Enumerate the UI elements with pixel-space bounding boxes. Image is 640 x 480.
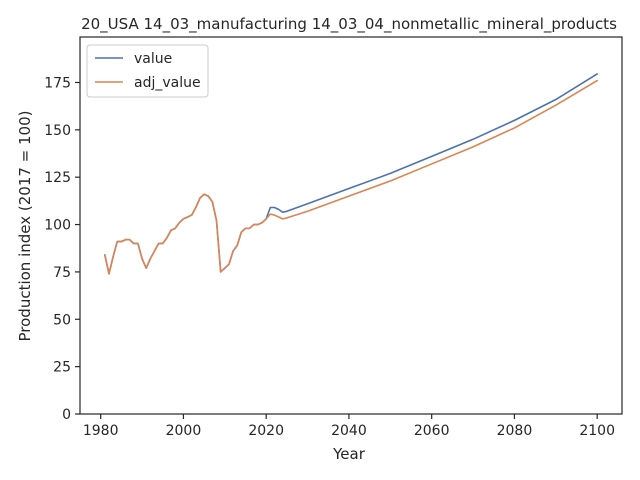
y-tick-label: 50 <box>53 312 71 328</box>
legend-entry-label: value <box>134 51 172 67</box>
chart-title: 20_USA 14_03_manufacturing 14_03_04_nonm… <box>81 15 617 34</box>
y-tick-label: 0 <box>62 407 71 423</box>
x-tick-label: 2060 <box>414 423 450 439</box>
series-line-adj-value <box>104 79 598 275</box>
x-tick-label: 2040 <box>331 423 367 439</box>
plot-background <box>80 37 622 414</box>
legend: value adj_value <box>86 44 209 98</box>
y-axis-label: Production index (2017 = 100) <box>16 111 34 342</box>
legend-entry-label: adj_value <box>134 75 201 91</box>
axes-frame <box>79 36 623 415</box>
series-layer <box>104 73 598 275</box>
x-tick-label: 2100 <box>579 423 615 439</box>
y-tick-label: 100 <box>44 218 71 234</box>
y-tick-label: 150 <box>44 123 71 139</box>
x-tick-label: 2020 <box>248 423 284 439</box>
x-tick-label: 2080 <box>497 423 533 439</box>
x-axis-label: Year <box>332 445 366 463</box>
x-tick-label: 1980 <box>83 423 119 439</box>
y-tick-label: 125 <box>44 170 71 186</box>
x-tick-label: 2000 <box>166 423 202 439</box>
plot-area <box>80 37 622 414</box>
axes-layer: 1980 2000 2020 2040 2060 2080 2100 0 25 50 75 100 12… <box>44 36 623 439</box>
y-tick-label: 75 <box>53 265 71 281</box>
y-tick-label: 175 <box>44 75 71 91</box>
y-tick-label: 25 <box>53 360 71 376</box>
